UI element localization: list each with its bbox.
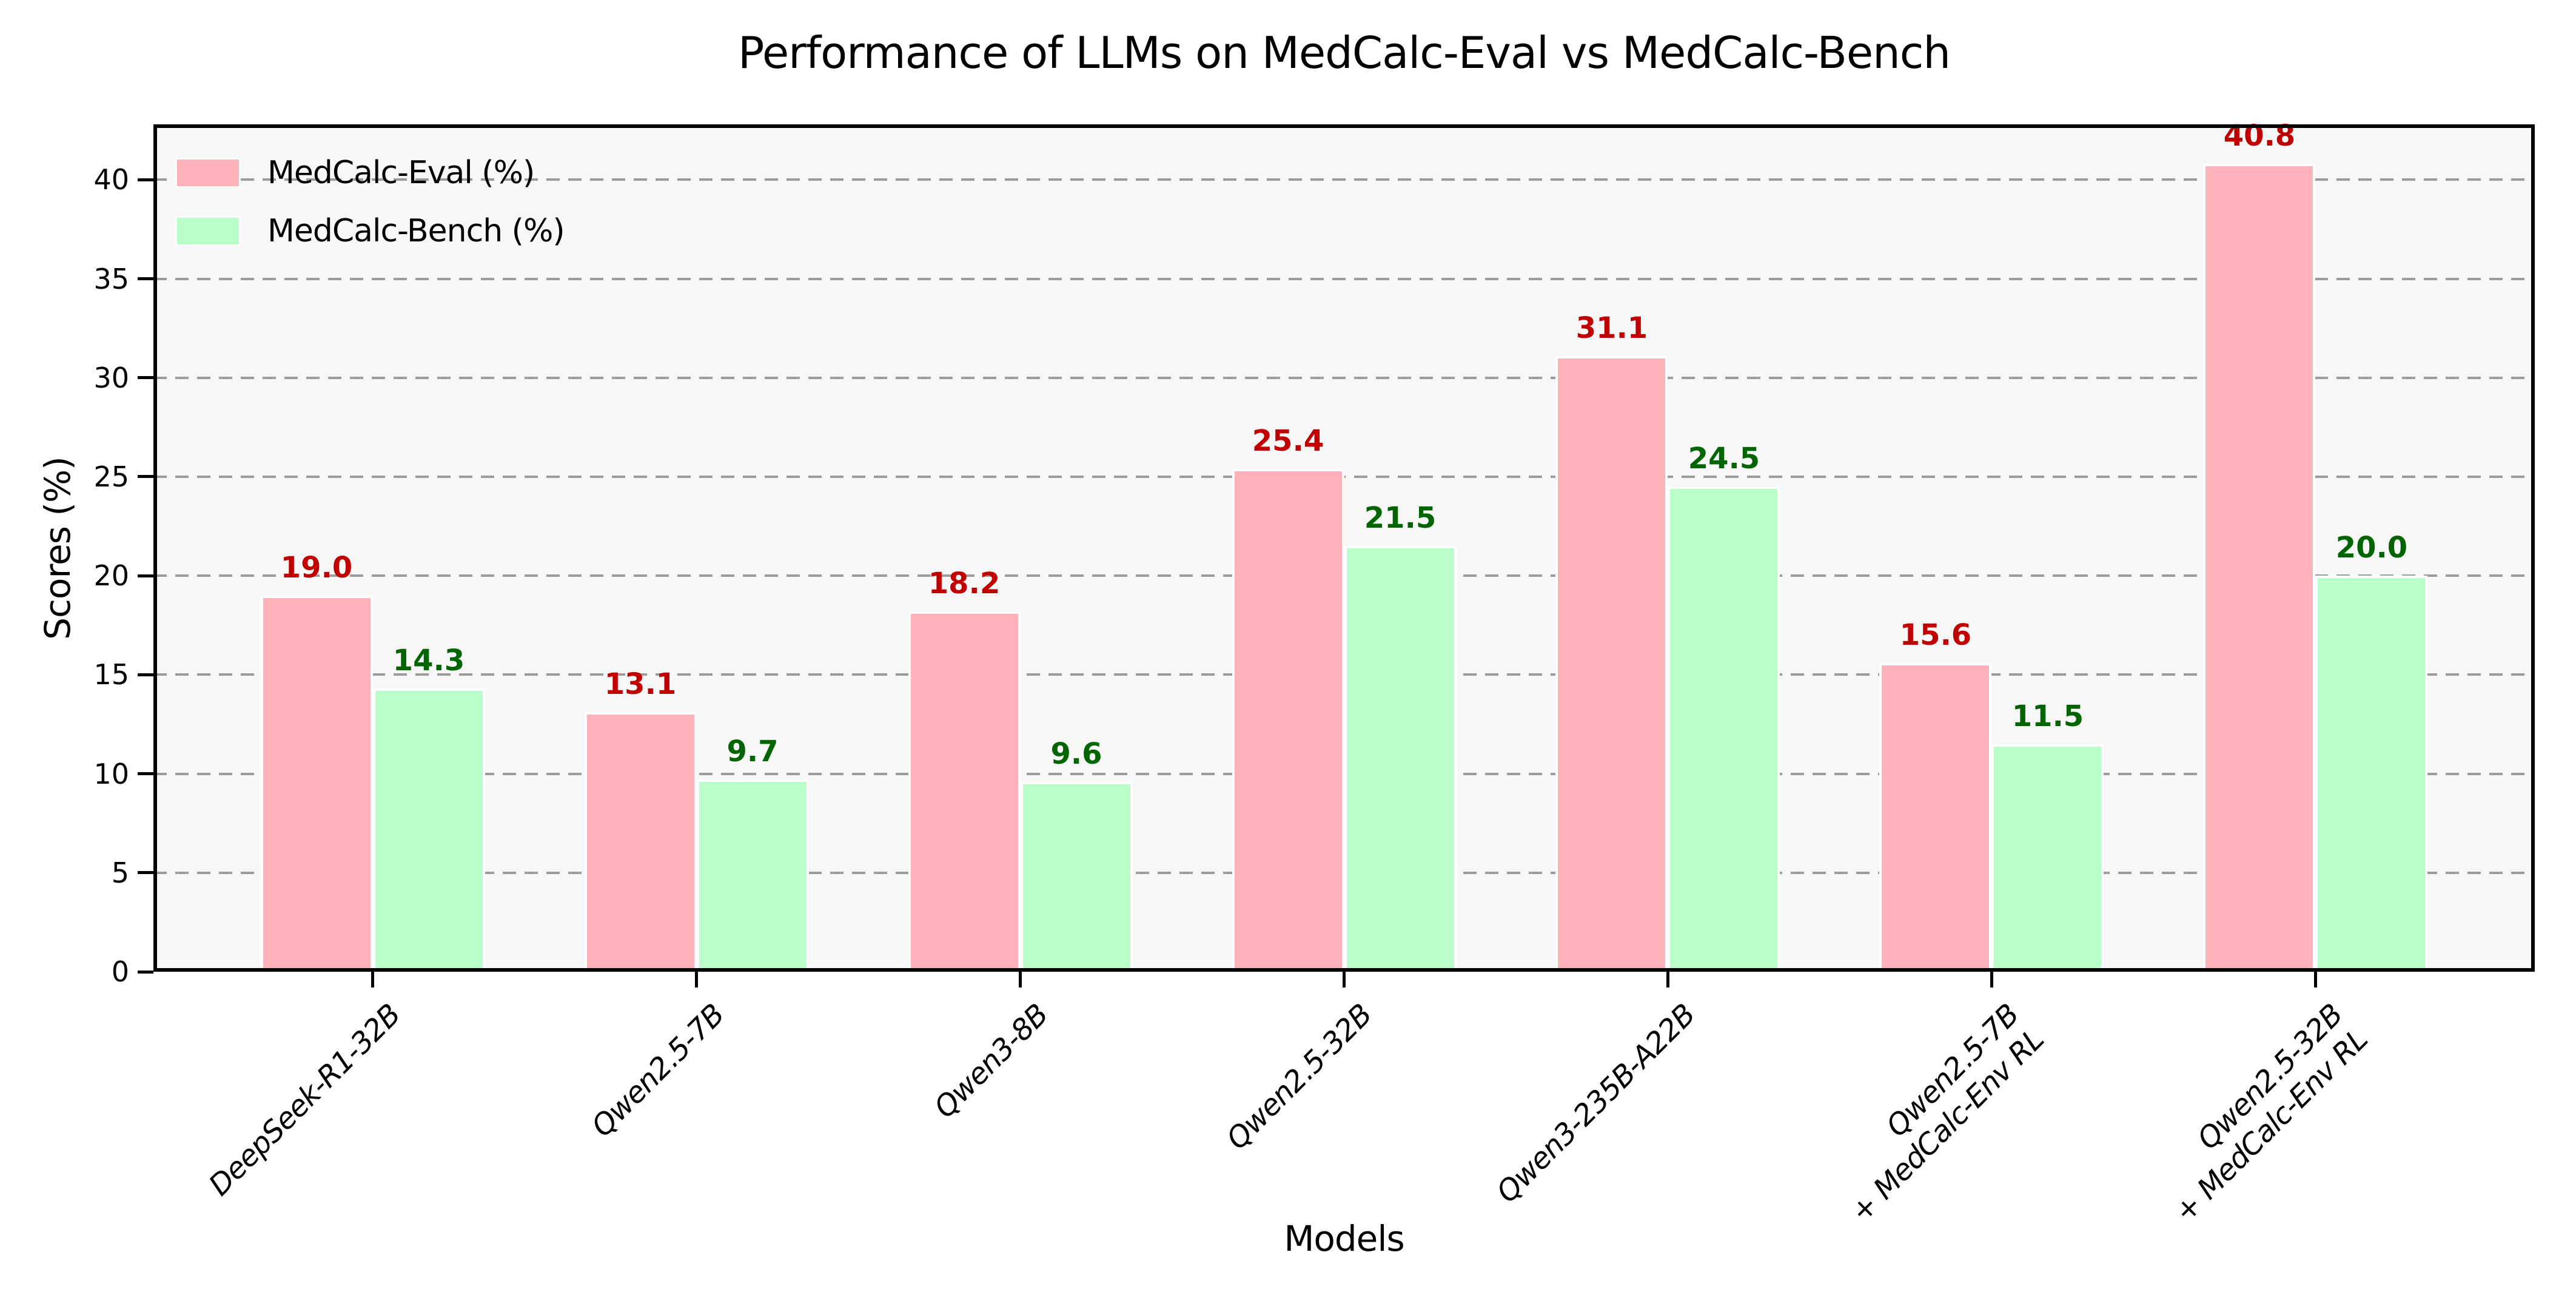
bar-value-label: 24.5: [1688, 442, 1760, 476]
y-tick-mark: [138, 178, 153, 181]
gridline: [153, 277, 2535, 280]
bar-value-label: 19.0: [280, 550, 353, 585]
bar-medcalc-bench: [1020, 781, 1133, 972]
y-tick-label: 35: [93, 262, 129, 295]
y-tick-label: 0: [111, 955, 129, 988]
bar-medcalc-eval: [908, 611, 1021, 972]
y-tick-label: 40: [93, 163, 129, 197]
y-tick-mark: [138, 376, 153, 380]
bar-medcalc-bench: [1991, 744, 2104, 972]
y-tick-label: 25: [93, 460, 129, 493]
y-tick-label: 30: [93, 361, 129, 394]
y-tick-mark: [138, 970, 153, 974]
plot-area: 19.0 14.3 13.1 9.7 18.2 9.6 25.4 21.5 31.1 24.5 15…: [153, 119, 2535, 972]
bar-value-label: 31.1: [1575, 311, 1648, 345]
y-tick-label: 15: [93, 658, 129, 691]
bar-value-label: 9.6: [1050, 736, 1102, 771]
x-tick-mark: [1990, 972, 1993, 988]
y-tick-mark: [138, 574, 153, 577]
bar-medcalc-bench: [696, 779, 809, 972]
y-tick-label: 5: [111, 856, 129, 889]
gridline: [153, 178, 2535, 181]
bar-medcalc-eval: [1555, 355, 1668, 972]
bar-value-label: 40.8: [2223, 119, 2296, 153]
x-tick-mark: [1343, 972, 1346, 988]
bar-medcalc-bench: [1668, 486, 1780, 972]
bar-medcalc-eval: [584, 712, 697, 972]
legend-label-eval: MedCalc-Eval (%): [267, 155, 535, 191]
y-tick-mark: [138, 673, 153, 676]
bar-medcalc-eval: [1879, 662, 1992, 972]
bar-medcalc-bench: [1344, 546, 1457, 972]
chart-title: Performance of LLMs on MedCalc-Eval vs M…: [737, 27, 1951, 78]
x-axis-label: Models: [1284, 1218, 1404, 1259]
legend-item-bench: MedCalc-Bench (%): [175, 213, 565, 249]
bar-value-label: 13.1: [604, 667, 677, 702]
y-tick-mark: [138, 871, 153, 875]
legend-swatch-bench: [175, 216, 241, 246]
x-tick-mark: [2313, 972, 2317, 988]
bar-value-label: 18.2: [928, 566, 1001, 601]
bar-medcalc-eval: [1232, 468, 1344, 972]
bar-medcalc-eval: [260, 595, 373, 972]
gridline: [153, 475, 2535, 478]
bar-value-label: 9.7: [726, 735, 779, 769]
legend: MedCalc-Eval (%) MedCalc-Bench (%): [175, 155, 565, 249]
x-tick-mark: [1666, 972, 1669, 988]
y-tick-mark: [138, 772, 153, 776]
y-tick-mark: [138, 475, 153, 479]
bar-medcalc-bench: [372, 688, 485, 972]
legend-swatch-eval: [175, 158, 241, 188]
legend-item-eval: MedCalc-Eval (%): [175, 155, 565, 191]
y-tick-mark: [138, 277, 153, 281]
bar-value-label: 15.6: [1899, 617, 1972, 652]
legend-label-bench: MedCalc-Bench (%): [267, 213, 565, 249]
x-tick-mark: [1019, 972, 1022, 988]
bar-medcalc-bench: [2315, 576, 2428, 972]
gridline: [153, 376, 2535, 379]
x-tick-mark: [695, 972, 698, 988]
bar-value-label: 21.5: [1364, 501, 1437, 536]
bar-value-label: 14.3: [392, 644, 465, 678]
plot-canvas: 19.0 14.3 13.1 9.7 18.2 9.6 25.4 21.5 31.1 24.5 15…: [153, 119, 2535, 972]
x-tick-mark: [371, 972, 374, 988]
bar-value-label: 20.0: [2335, 531, 2408, 565]
y-tick-label: 10: [93, 757, 129, 790]
y-tick-label: 20: [93, 559, 129, 593]
bar-value-label: 25.4: [1252, 423, 1324, 458]
bar-value-label: 11.5: [2011, 699, 2084, 733]
bar-medcalc-eval: [2203, 164, 2316, 972]
